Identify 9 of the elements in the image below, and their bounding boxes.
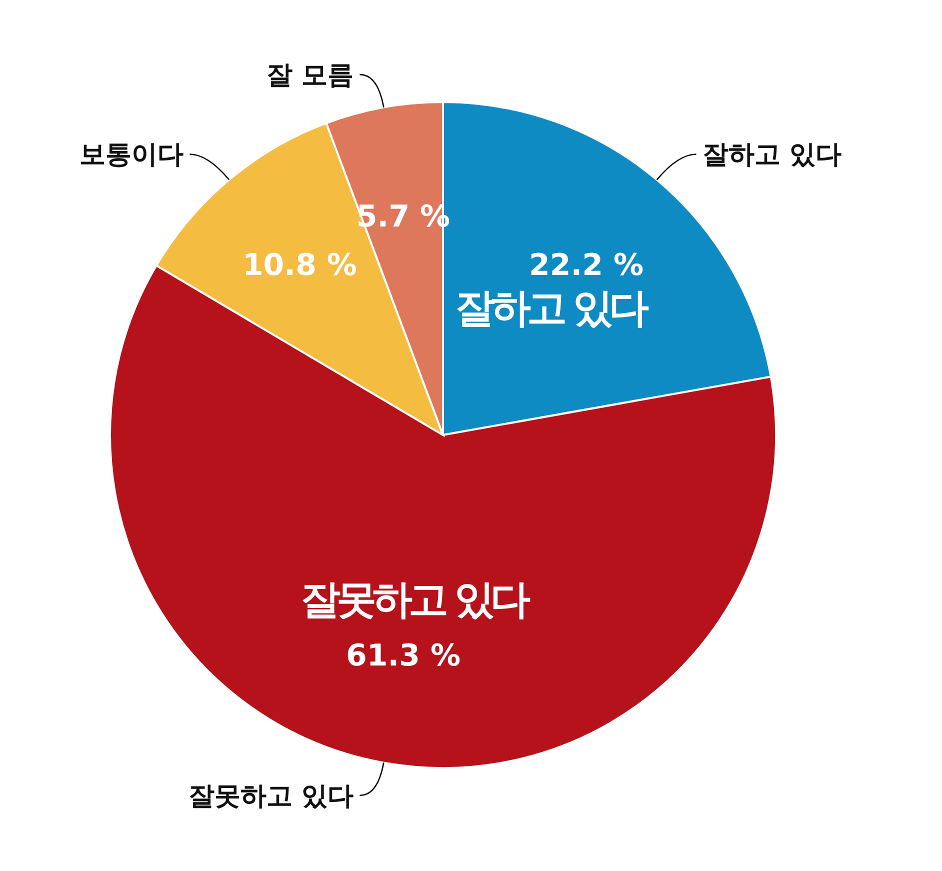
slice-label: 잘하고 있다: [702, 140, 842, 170]
slice-label: 잘못하고 있다: [188, 781, 354, 812]
slice-label: 잘 모름: [266, 60, 354, 91]
data-label: 61.3 %: [346, 638, 461, 674]
data-label: 22.2 %: [529, 248, 644, 283]
slice-label: 보통이다: [80, 140, 184, 170]
data-label: 10.8 %: [242, 248, 357, 283]
slice-label: 잘하고 있다: [454, 285, 649, 332]
slice-label: 잘못하고 있다: [300, 576, 530, 623]
